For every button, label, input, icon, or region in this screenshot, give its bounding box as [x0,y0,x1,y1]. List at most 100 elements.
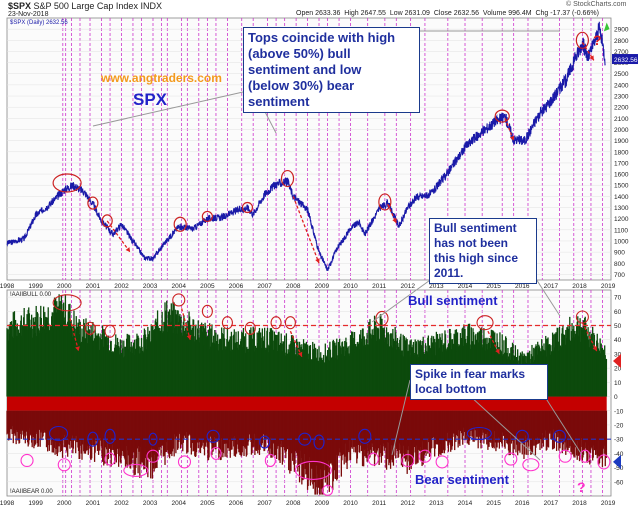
year-label-upper: 2014 [458,283,473,290]
bear-pink-circle [435,455,449,469]
sent-arrow-2004-shaft [180,308,191,340]
year-label-lower: 2012 [401,500,416,507]
leader-fear-left [391,379,411,456]
price-tick-label: 1400 [614,194,629,201]
trend-arrow-2015-head [509,135,515,141]
year-label-lower: 2011 [372,500,386,507]
site-label: www.angtraders.com [101,71,222,85]
top-circle [101,214,113,228]
year-label-upper: 2007 [257,283,272,290]
exchange: INDX [140,1,162,11]
price-tick-label: 1900 [614,138,629,145]
sentiment-tick-label: -10 [614,408,624,415]
sentiment-tick-label: -50 [614,465,624,472]
bear-pink-circle [401,453,415,468]
year-label-upper: 2006 [229,283,244,290]
price-tick-label: 800 [614,261,625,268]
bull-circle [172,293,186,307]
price-tick-label: 2100 [614,116,629,123]
top-circle [494,109,510,123]
bear-blue-circle [466,426,492,441]
top-circle [52,173,82,193]
year-label-lower: 2006 [229,500,244,507]
year-label-lower: 2008 [286,500,301,507]
bear-pink-circle [123,463,149,477]
bull-circle [104,324,116,338]
sentiment-tick-label: -60 [614,479,624,486]
bear-pink-circle [264,453,276,468]
year-label-lower: 2004 [172,500,187,507]
bear-blue-circle [515,429,529,443]
bear-blue-circle [313,434,325,450]
sentiment-tick-label: 30 [614,351,622,358]
bear-pink-circle [57,458,71,472]
year-label-lower: 2001 [86,500,101,507]
year-label-upper: 2017 [544,283,559,290]
bear-pink-circle [597,454,611,470]
year-label-upper: 2009 [315,283,330,290]
bull-circle [201,304,213,318]
top-circle [378,193,392,211]
date-label: 23-Nov-2018 [8,11,49,18]
top-circle [87,196,99,210]
price-tick-label: 1600 [614,172,629,179]
bear-pink-circle [20,453,34,468]
bull-circle [244,321,256,335]
bear-blue-circle [206,429,220,443]
question-mark-lower: ? [577,479,586,495]
bear-blue-circle [358,428,372,444]
year-label-upper: 2003 [143,283,158,290]
sentiment-tick-label: -30 [614,437,624,444]
trend-arrow-2008-shaft [292,196,320,264]
top-circle [173,216,187,232]
year-label-lower: 2003 [143,500,158,507]
bear-pink-circle [522,458,540,472]
trend-arrow-2015-shaft [504,118,515,141]
year-label-lower: 2017 [544,500,559,507]
bull-circle [270,316,282,330]
year-label-upper: 2011 [372,283,386,290]
sentiment-tick-label: 40 [614,337,622,344]
year-label-upper: 2000 [57,283,72,290]
year-label-upper: 2005 [200,283,215,290]
year-label-lower: 2007 [257,500,272,507]
year-label-upper: 1999 [28,283,43,290]
leader-fear-mid [469,395,541,461]
bear-blue-circle [259,435,271,449]
last-price-tag [612,54,638,65]
bear-base-band [7,396,607,411]
last-price-text: 2632.56 [614,57,638,64]
bear-blue-circle [87,431,99,447]
year-label-upper: 2018 [572,283,587,290]
bear-pink-circle [504,452,518,466]
price-tick-label: 1800 [614,149,629,156]
leader-tops-left [92,91,244,127]
year-label-upper: 2008 [286,283,301,290]
price-tick-label: 2900 [614,27,629,34]
callout-bull-high: Bull sentiment has not been this high si… [429,218,537,284]
series-legend: $SPX (Daily) 2632.56 [10,20,68,26]
year-label-lower: 2016 [515,500,530,507]
year-label-upper: 2012 [401,283,416,290]
bull-sentiment-label: Bull sentiment [408,293,498,308]
pointer-arrow-bull [613,353,621,369]
sent-arrow-2000-head [75,346,80,352]
year-label-lower: 2014 [458,500,473,507]
sentiment-tick-label: 0 [614,394,618,401]
callout-tops: Tops coincide with high (above 50%) bull… [243,27,420,113]
bull-circle [84,321,96,335]
price-tick-label: 1500 [614,183,629,190]
pointer-arrow-bear [613,454,621,470]
price-tick-label: 2200 [614,105,629,112]
bear-sentiment-label: Bear sentiment [415,472,509,487]
bull-circle [476,315,494,331]
sent-arrow-2018-shaft [581,322,598,352]
bear-pink-circle [294,460,332,480]
price-tick-label: 900 [614,250,625,257]
year-label-upper: 2019 [601,283,616,290]
year-label-lower: 2000 [57,500,72,507]
price-tick-label: 1100 [614,227,628,234]
price-tick-label: 1000 [614,238,629,245]
price-tick-label: 2000 [614,127,629,134]
header-title: $SPX S&P 500 Large Cap Index INDX [8,1,162,11]
